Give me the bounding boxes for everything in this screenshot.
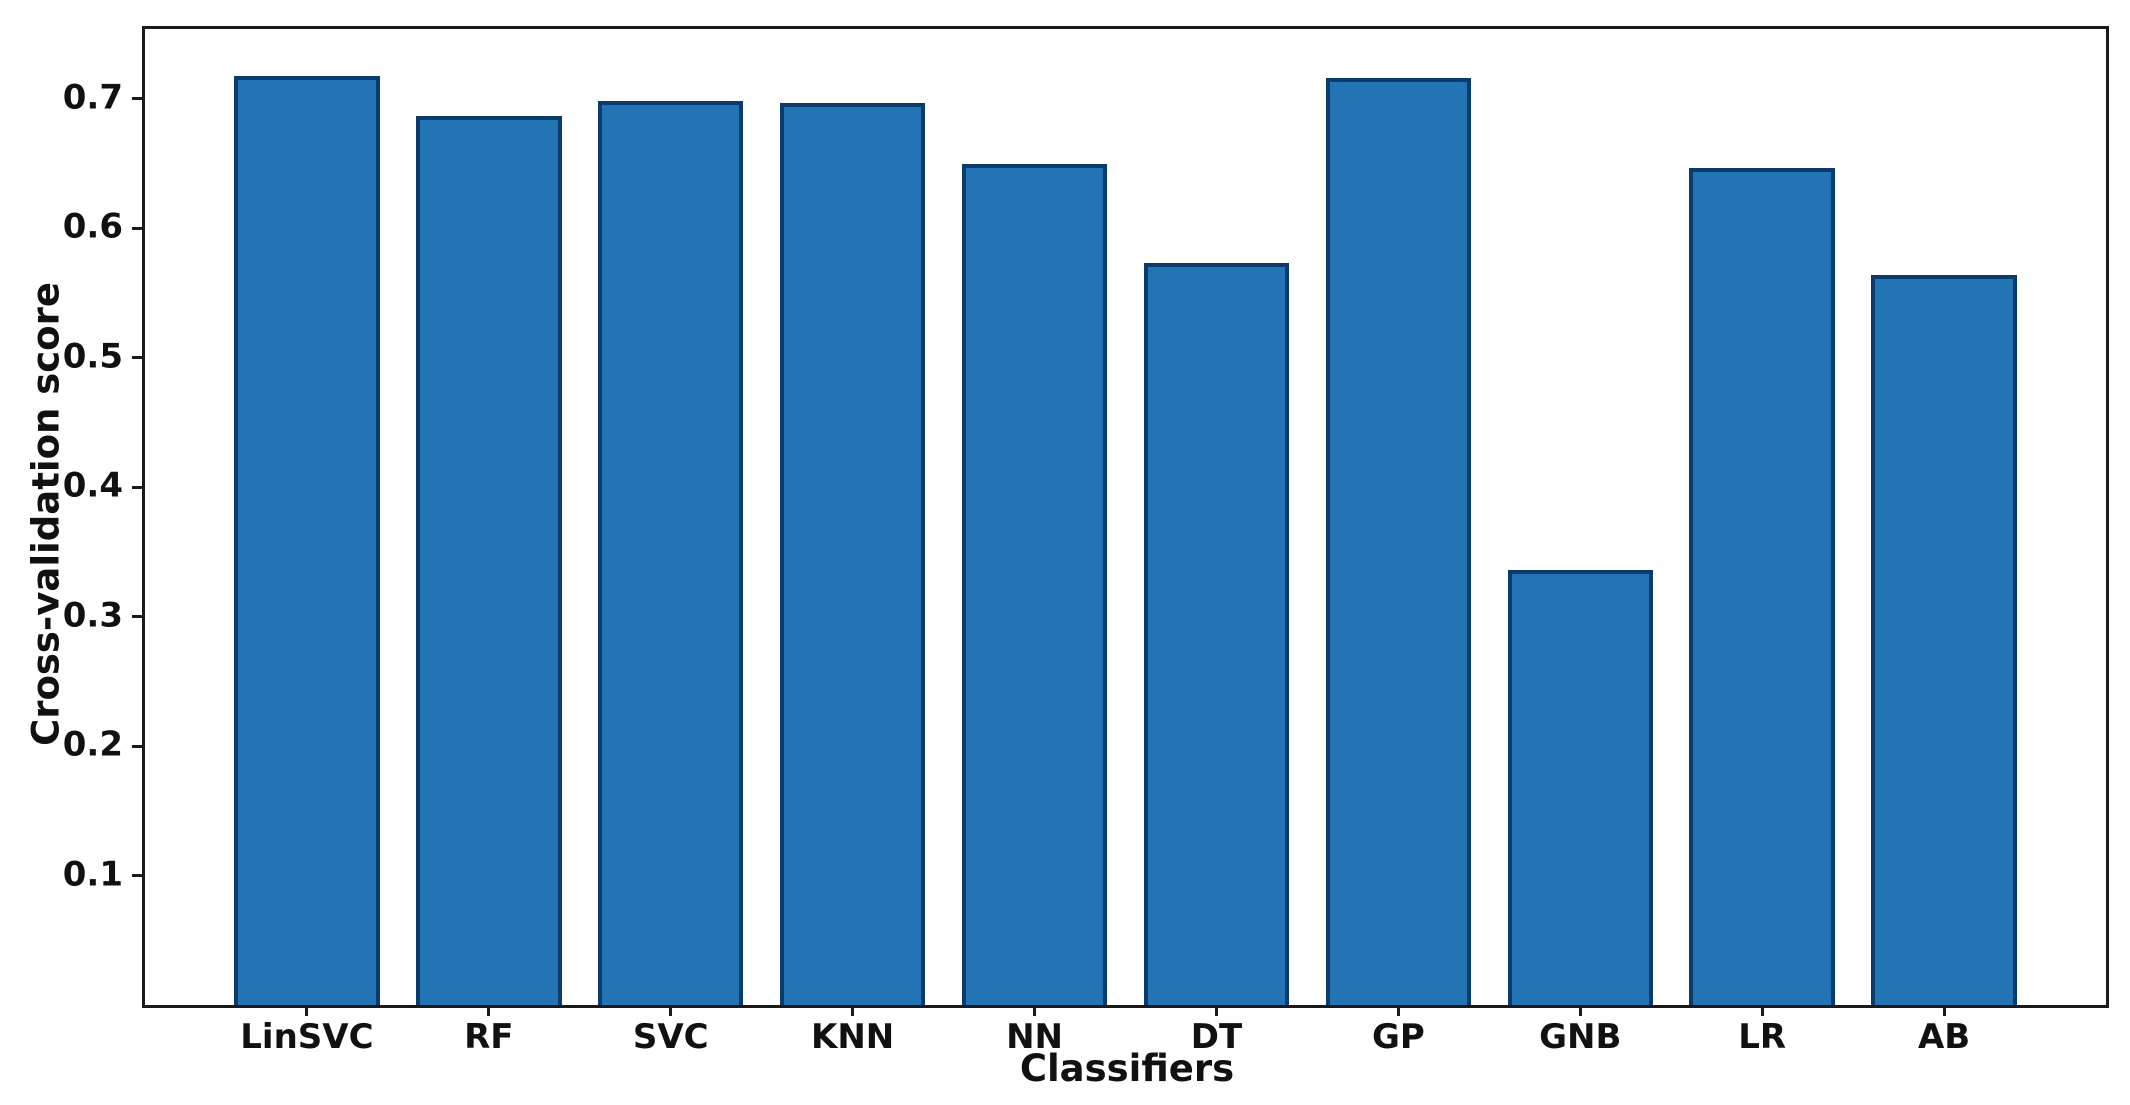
y-tick-label-0.1: 0.1 — [62, 853, 123, 894]
y-tick-0.7 — [132, 97, 145, 101]
x-axis-title: Classifiers — [1019, 1047, 1235, 1090]
x-tick-DT — [1214, 1005, 1218, 1016]
bar-LinSVC — [234, 75, 380, 1005]
x-tick-label-AB: AB — [1917, 1017, 1971, 1057]
y-tick-0.6 — [132, 226, 145, 230]
y-tick-0.2 — [132, 744, 145, 748]
x-tick-label-GNB: GNB — [1539, 1017, 1622, 1057]
x-tick-RF — [487, 1005, 491, 1016]
y-axis-title: Cross-validation score — [24, 282, 68, 746]
x-tick-label-SVC: SVC — [632, 1017, 709, 1057]
y-tick-0.1 — [132, 874, 145, 878]
bar-NN — [961, 163, 1108, 1005]
x-tick-NN — [1033, 1005, 1037, 1016]
x-tick-label-KNN: KNN — [810, 1017, 895, 1057]
bar-DT — [1143, 263, 1290, 1005]
bar-SVC — [597, 101, 744, 1005]
y-tick-0.5 — [132, 356, 145, 360]
bar-GNB — [1507, 570, 1654, 1005]
x-tick-label-RF: RF — [464, 1017, 514, 1057]
y-tick-label-0.6: 0.6 — [62, 206, 123, 247]
y-tick-label-0.7: 0.7 — [62, 77, 123, 118]
bar-RF — [416, 115, 562, 1005]
bar-KNN — [779, 102, 926, 1005]
y-tick-label-0.4: 0.4 — [62, 465, 123, 506]
x-tick-label-GP: GP — [1371, 1017, 1425, 1057]
plot-area: LinSVC RF SVC KNN NN DT GP GNB LR AB 0.1 0.2 0.3 0.4 0… — [63, 26, 2109, 1057]
x-tick-KNN — [851, 1005, 855, 1016]
y-tick-0.4 — [132, 485, 145, 489]
x-tick-label-LR: LR — [1738, 1017, 1787, 1057]
x-tick-GP — [1396, 1005, 1400, 1016]
bar-AB — [1871, 274, 2017, 1005]
y-tick-label-0.2: 0.2 — [62, 724, 123, 765]
x-tick-label-LinSVC: LinSVC — [240, 1017, 374, 1057]
y-tick-label-0.5: 0.5 — [62, 336, 123, 377]
x-tick-LR — [1760, 1005, 1764, 1016]
bar-LR — [1689, 167, 1835, 1005]
y-tick-label-0.3: 0.3 — [62, 595, 123, 636]
x-tick-LinSVC — [305, 1005, 309, 1016]
bar-GP — [1325, 78, 1472, 1005]
x-tick-GNB — [1578, 1005, 1582, 1016]
x-tick-SVC — [669, 1005, 673, 1016]
x-tick-label-NN: NN — [1006, 1017, 1063, 1057]
x-tick-AB — [1942, 1005, 1946, 1016]
y-tick-0.3 — [132, 615, 145, 619]
x-tick-label-DT: DT — [1190, 1017, 1243, 1057]
